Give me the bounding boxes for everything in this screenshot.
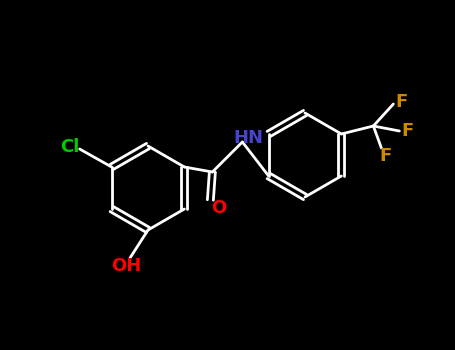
Text: F: F xyxy=(379,147,391,165)
Text: HN: HN xyxy=(233,129,263,147)
Text: Cl: Cl xyxy=(60,138,79,156)
Text: F: F xyxy=(401,122,414,140)
Text: F: F xyxy=(395,93,408,111)
Text: OH: OH xyxy=(111,257,141,275)
Text: O: O xyxy=(211,199,226,217)
